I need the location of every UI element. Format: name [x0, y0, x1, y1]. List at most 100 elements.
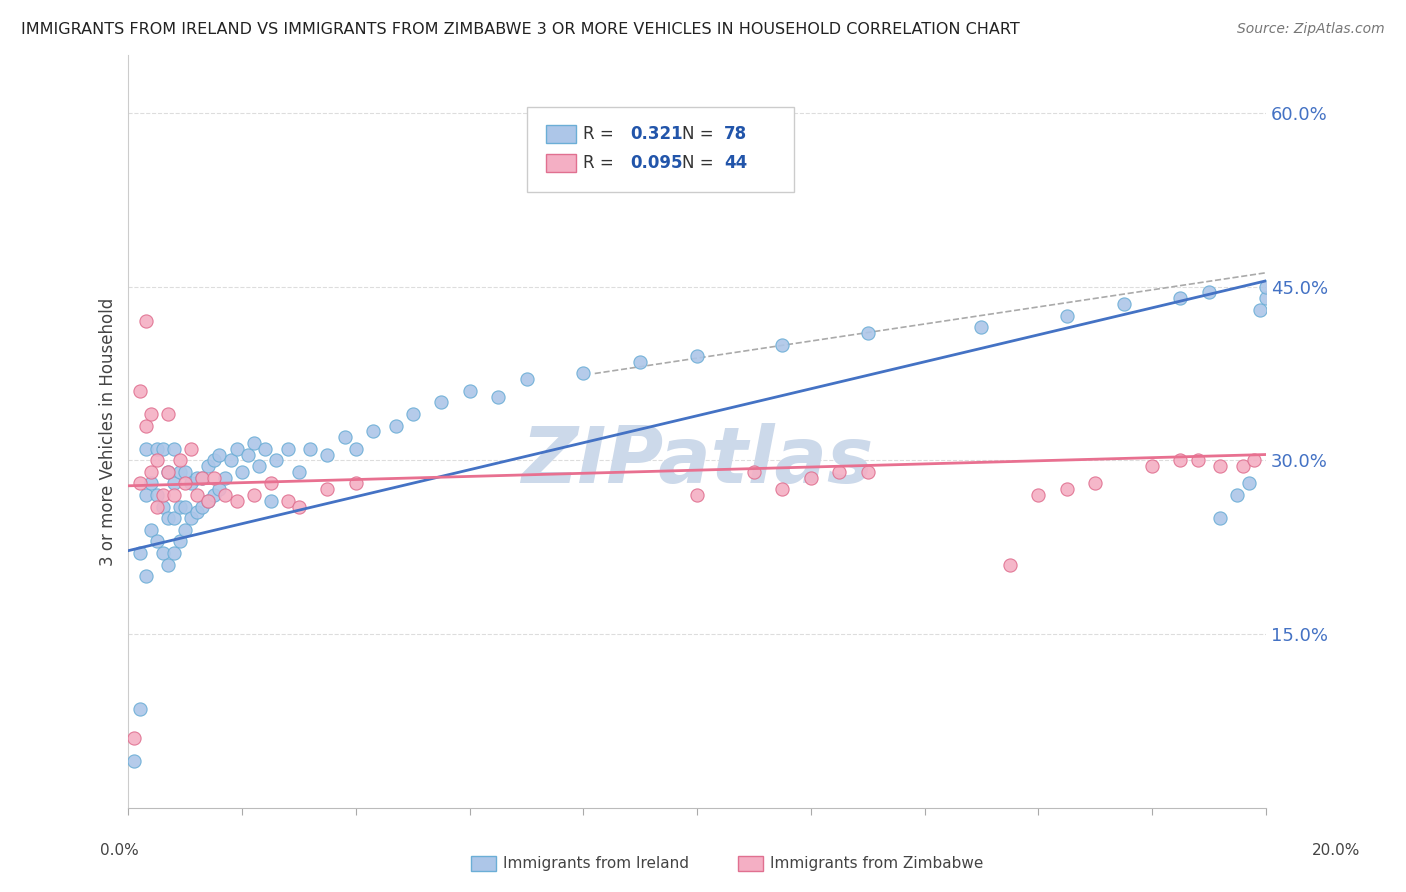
Point — [128, 384, 150, 398]
Point — [135, 314, 157, 328]
Point — [122, 754, 145, 768]
Text: Source: ZipAtlas.com: Source: ZipAtlas.com — [1237, 22, 1385, 37]
Point — [1254, 279, 1277, 293]
Point — [1237, 476, 1260, 491]
Point — [1254, 291, 1277, 305]
Point — [208, 482, 231, 496]
Point — [174, 476, 197, 491]
Point — [128, 702, 150, 716]
Point — [1209, 459, 1232, 474]
Point — [141, 476, 163, 491]
Point — [141, 407, 163, 421]
Point — [259, 493, 281, 508]
Point — [186, 488, 208, 502]
Point — [1026, 488, 1049, 502]
Point — [174, 523, 197, 537]
Point — [856, 326, 879, 340]
Point — [214, 471, 236, 485]
Point — [219, 453, 242, 467]
Point — [384, 418, 406, 433]
Point — [253, 442, 276, 456]
Point — [174, 500, 197, 514]
Point — [800, 471, 823, 485]
Point — [141, 523, 163, 537]
Point — [628, 355, 651, 369]
Point — [1187, 453, 1209, 467]
Point — [146, 534, 169, 549]
Text: 78: 78 — [724, 125, 747, 143]
Point — [242, 488, 264, 502]
Point — [152, 546, 174, 560]
Point — [197, 493, 219, 508]
Point — [998, 558, 1021, 572]
Point — [828, 465, 851, 479]
Point — [128, 546, 150, 560]
Point — [316, 448, 339, 462]
Point — [742, 465, 765, 479]
Point — [770, 337, 793, 351]
Point — [770, 482, 793, 496]
Text: IMMIGRANTS FROM IRELAND VS IMMIGRANTS FROM ZIMBABWE 3 OR MORE VEHICLES IN HOUSEH: IMMIGRANTS FROM IRELAND VS IMMIGRANTS FR… — [21, 22, 1019, 37]
Point — [970, 320, 993, 334]
Text: 0.095: 0.095 — [630, 154, 682, 172]
Point — [486, 390, 509, 404]
Point — [163, 546, 186, 560]
Point — [169, 465, 191, 479]
Point — [231, 465, 253, 479]
Point — [163, 476, 186, 491]
Text: Immigrants from Ireland: Immigrants from Ireland — [503, 856, 689, 871]
Point — [277, 442, 299, 456]
Point — [1084, 476, 1107, 491]
Point — [344, 476, 367, 491]
Point — [180, 442, 202, 456]
Point — [430, 395, 453, 409]
Point — [259, 476, 281, 491]
Text: R =: R = — [583, 125, 620, 143]
Point — [1249, 302, 1271, 317]
Text: 0.0%: 0.0% — [100, 843, 139, 858]
Point — [214, 488, 236, 502]
Point — [225, 442, 247, 456]
Point — [191, 471, 214, 485]
Point — [174, 465, 197, 479]
Point — [163, 488, 186, 502]
Point — [163, 511, 186, 525]
Point — [135, 418, 157, 433]
Point — [163, 442, 186, 456]
Point — [333, 430, 356, 444]
Point — [1056, 309, 1078, 323]
Point — [202, 453, 225, 467]
Point — [152, 500, 174, 514]
Point — [157, 511, 180, 525]
Text: N =: N = — [682, 125, 718, 143]
Point — [135, 569, 157, 583]
Point — [191, 500, 214, 514]
Point — [247, 459, 270, 474]
Point — [277, 493, 299, 508]
Point — [1170, 453, 1192, 467]
Point — [157, 465, 180, 479]
Point — [186, 471, 208, 485]
Point — [299, 442, 322, 456]
Point — [146, 488, 169, 502]
Point — [169, 500, 191, 514]
Point — [191, 471, 214, 485]
Point — [146, 442, 169, 456]
Point — [316, 482, 339, 496]
Point — [128, 476, 150, 491]
Point — [1209, 511, 1232, 525]
Point — [197, 459, 219, 474]
Point — [266, 453, 288, 467]
Text: 20.0%: 20.0% — [1312, 843, 1360, 858]
Point — [169, 534, 191, 549]
Point — [141, 465, 163, 479]
Point — [225, 493, 247, 508]
Point — [1232, 459, 1254, 474]
Point — [180, 476, 202, 491]
Point — [146, 500, 169, 514]
Point — [180, 511, 202, 525]
Point — [856, 465, 879, 479]
Text: 44: 44 — [724, 154, 748, 172]
Text: Immigrants from Zimbabwe: Immigrants from Zimbabwe — [770, 856, 984, 871]
Point — [361, 425, 384, 439]
